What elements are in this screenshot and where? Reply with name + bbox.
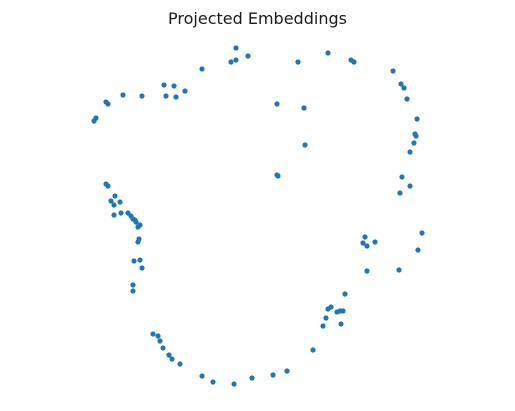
scatter-point [397, 190, 403, 196]
scatter-point [166, 352, 172, 358]
scatter-point [396, 267, 402, 273]
scatter-point [419, 230, 425, 236]
scatter-point [301, 105, 307, 111]
scatter-point [390, 68, 396, 74]
scatter-point [105, 101, 111, 107]
scatter-points [91, 45, 425, 387]
scatter-point [91, 118, 97, 124]
scatter-point [351, 59, 357, 65]
scatter-point [130, 282, 136, 288]
scatter-point [249, 375, 255, 381]
scatter-point [274, 101, 280, 107]
scatter-point [130, 288, 136, 294]
scatter-point [135, 224, 141, 230]
scatter-point [112, 193, 118, 199]
scatter-point [364, 268, 370, 274]
scatter-point [161, 82, 167, 88]
scatter-point [120, 92, 126, 98]
scatter-point [173, 94, 179, 100]
scatter-point [360, 240, 366, 246]
scatter-point [364, 243, 370, 249]
scatter-point [111, 202, 117, 208]
scatter-point [372, 239, 378, 245]
scatter-point [118, 210, 124, 216]
scatter-point [362, 234, 368, 240]
scatter-point [320, 323, 326, 329]
scatter-point [199, 66, 205, 72]
scatter-point [139, 265, 145, 271]
scatter-point [310, 347, 316, 353]
scatter-point [342, 291, 348, 297]
scatter-point [407, 183, 413, 189]
scatter-point [275, 173, 281, 179]
scatter-point [295, 59, 301, 65]
scatter-point [131, 258, 137, 264]
scatter-point [177, 361, 183, 367]
scatter-point [171, 83, 177, 89]
scatter-point [233, 45, 239, 51]
scatter-point [233, 57, 239, 63]
scatter-point [415, 247, 421, 253]
scatter-point [270, 372, 276, 378]
scatter-point [407, 149, 413, 155]
scatter-point [160, 345, 166, 351]
scatter-point [401, 85, 407, 91]
scatter-point [413, 133, 419, 139]
scatter-point [199, 373, 205, 379]
scatter-point [111, 212, 117, 218]
scatter-point [150, 331, 156, 337]
scatter-point [169, 356, 175, 362]
scatter-point [182, 88, 188, 94]
scatter-point [399, 174, 405, 180]
scatter-point [132, 217, 138, 223]
scatter-point [325, 306, 331, 312]
scatter-point [137, 257, 143, 263]
scatter-point [157, 338, 163, 344]
scatter-point [338, 321, 344, 327]
scatter-point [135, 239, 141, 245]
scatter-point [210, 379, 216, 385]
scatter-point [337, 308, 343, 314]
scatter-point [108, 198, 114, 204]
scatter-point [231, 381, 237, 387]
scatter-point [411, 140, 417, 146]
scatter-point [398, 81, 404, 87]
scatter-point [245, 53, 251, 59]
scatter-point [155, 333, 161, 339]
scatter-point [325, 50, 331, 56]
chart-title: Projected Embeddings [168, 9, 347, 28]
scatter-point [228, 59, 234, 65]
scatter-point [323, 315, 329, 321]
scatter-point [404, 96, 410, 102]
scatter-point [105, 183, 111, 189]
scatter-point [302, 142, 308, 148]
scatter-point [284, 368, 290, 374]
scatter-point [117, 199, 123, 205]
scatter-point [414, 116, 420, 122]
scatter-point [139, 93, 145, 99]
scatter-point [163, 93, 169, 99]
